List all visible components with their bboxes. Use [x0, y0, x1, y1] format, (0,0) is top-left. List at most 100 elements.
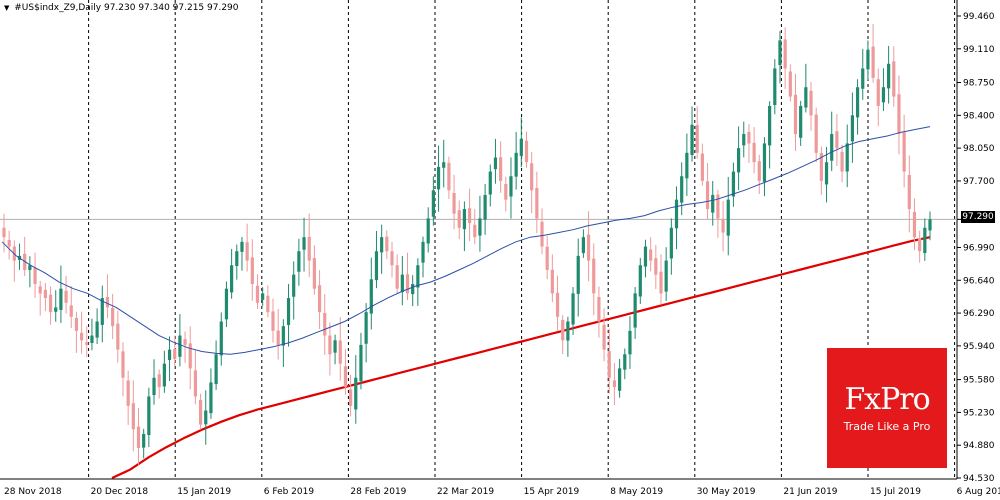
candle-body: [421, 241, 425, 263]
candle: [2, 213, 6, 253]
candle: [338, 317, 342, 381]
y-tick-label: 95.230: [963, 408, 995, 418]
candle: [354, 355, 358, 424]
candle: [669, 218, 673, 275]
candle-body: [167, 349, 172, 360]
candle: [747, 124, 751, 164]
candle-body: [555, 292, 560, 317]
candle-body: [788, 71, 792, 97]
candle: [457, 200, 461, 240]
candle: [38, 280, 42, 316]
candle-body: [524, 140, 529, 163]
candle-body: [809, 90, 813, 116]
y-tick-label: 96.990: [963, 243, 995, 253]
candle-body: [550, 269, 554, 294]
candle: [649, 237, 653, 272]
candle: [349, 374, 353, 417]
x-tick-label: 21 Jun 2019: [783, 487, 837, 497]
candle-body: [499, 157, 503, 181]
candle: [116, 310, 120, 363]
candle: [261, 287, 265, 306]
candle-body: [607, 351, 611, 378]
candle-body: [121, 351, 125, 378]
candle: [333, 334, 337, 365]
candle-body: [136, 426, 141, 449]
candle-body: [530, 163, 534, 191]
candle: [167, 336, 172, 382]
candle: [731, 162, 736, 207]
candle: [59, 265, 63, 323]
candle: [390, 241, 394, 278]
candle-body: [59, 288, 63, 310]
x-tick-label: 28 Nov 2018: [4, 487, 62, 497]
candle-body: [266, 295, 270, 313]
candle-body: [193, 370, 198, 397]
candle-body: [804, 87, 808, 108]
candle-body: [581, 237, 585, 254]
candle-body: [659, 271, 663, 294]
candle: [690, 106, 694, 162]
fxpro-logo: FxPro Trade Like a Pro: [827, 348, 947, 468]
y-tick-label: 98.050: [963, 144, 995, 154]
candle-body: [649, 249, 653, 261]
candle: [762, 137, 767, 197]
candle-body: [33, 267, 37, 285]
candle-body: [7, 240, 11, 247]
candle-body: [292, 274, 296, 297]
candle: [7, 230, 11, 260]
candle-body: [726, 199, 730, 236]
candle: [773, 59, 777, 115]
candle-body: [281, 326, 285, 346]
candle-body: [250, 257, 254, 285]
candle: [845, 124, 849, 188]
candle: [566, 316, 570, 357]
candle: [271, 298, 275, 343]
candle-body: [328, 335, 332, 355]
candle: [638, 257, 642, 304]
candle-body: [188, 343, 192, 369]
candle: [209, 368, 213, 419]
candle: [126, 370, 130, 425]
candle-body: [286, 298, 291, 325]
x-tick-label: 15 Apr 2019: [524, 487, 580, 497]
candle: [788, 64, 792, 102]
candle-body: [488, 171, 492, 195]
candle-body: [116, 323, 120, 350]
candle-body: [519, 138, 523, 156]
candle-body: [64, 290, 68, 303]
candle: [618, 359, 622, 398]
candle: [431, 176, 435, 226]
candle-body: [302, 237, 306, 250]
price-axis: 99.460 99.110 98.750 98.400 98.050 97.700 96.9…: [957, 12, 995, 484]
candle: [447, 156, 451, 199]
candle: [74, 311, 79, 353]
candle: [768, 101, 772, 169]
candle: [902, 114, 906, 188]
logo-tagline: Trade Like a Pro: [843, 420, 931, 433]
candle-body: [752, 142, 756, 163]
candle-body: [690, 124, 694, 156]
candle-body: [912, 211, 917, 238]
candle-body: [385, 236, 389, 252]
candle-body: [2, 227, 6, 238]
candle-body: [390, 251, 394, 266]
y-tick-label: 98.750: [963, 79, 995, 89]
dropdown-triangle-icon[interactable]: ▼: [4, 4, 10, 12]
candle: [162, 350, 166, 393]
candle-body: [111, 307, 115, 327]
y-tick-label: 94.530: [963, 474, 995, 484]
candle: [478, 195, 482, 252]
candle: [173, 335, 177, 367]
candle-body: [235, 251, 239, 266]
candle-body: [721, 218, 725, 233]
candle: [757, 154, 761, 195]
candle: [835, 114, 839, 167]
candle: [64, 275, 68, 314]
candle-body: [850, 115, 855, 142]
candle: [245, 223, 249, 272]
candle: [581, 229, 585, 258]
candle-body: [173, 348, 177, 359]
candle-body: [48, 294, 53, 313]
candle: [436, 145, 441, 212]
x-tick-label: 6 Feb 2019: [264, 487, 315, 497]
